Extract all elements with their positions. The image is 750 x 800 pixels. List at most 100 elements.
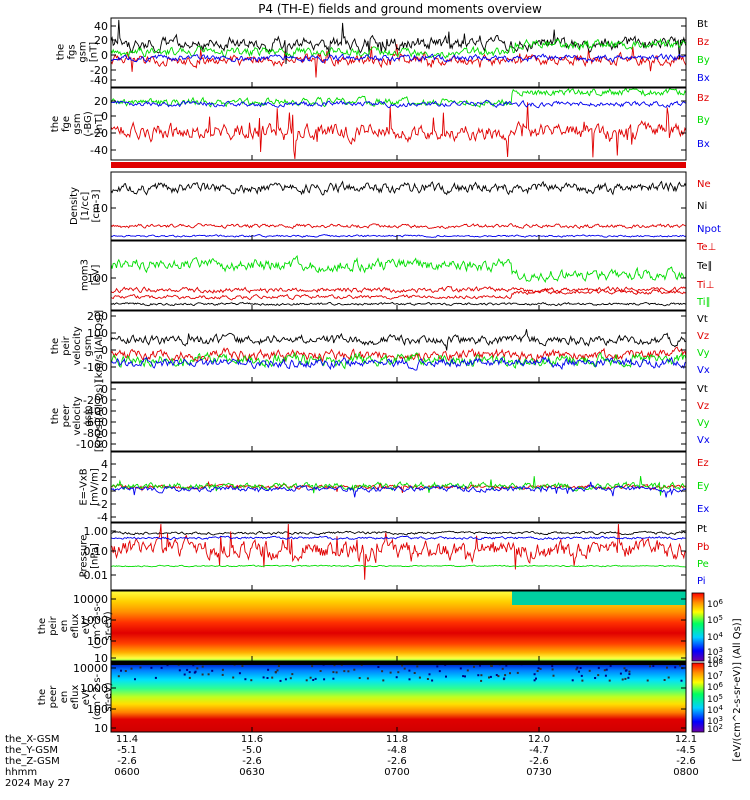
trace-fge-By bbox=[110, 88, 687, 108]
ylabel-line: peir bbox=[48, 615, 59, 635]
peer-en-top-edge bbox=[111, 662, 686, 665]
peer-en-speckle bbox=[139, 666, 142, 669]
peer-en-speckle bbox=[535, 677, 537, 680]
ylabel-line: fgs bbox=[67, 44, 78, 59]
ytick-label: 1000 bbox=[80, 682, 108, 695]
peer-en-speckle bbox=[196, 667, 199, 670]
legend-peir_v-Vy: Vy bbox=[697, 348, 710, 359]
peer-en-speckle bbox=[488, 676, 490, 679]
ytick-label: 10 bbox=[94, 652, 108, 665]
ylabel-line: [cm-3] bbox=[91, 189, 102, 222]
legend-temp-Ti∥: Ti∥ bbox=[696, 297, 711, 308]
ytick-label: 0 bbox=[101, 49, 108, 62]
peir_en-frame bbox=[110, 590, 687, 662]
colorbar-tick-exp: 6 bbox=[718, 598, 723, 606]
peer-en-speckle bbox=[552, 674, 555, 677]
orbit-value: -4.7 bbox=[529, 745, 549, 756]
orbit-value: -5.1 bbox=[117, 745, 137, 756]
legend-density-Ne: Ne bbox=[697, 179, 711, 190]
fge-frame bbox=[110, 87, 687, 161]
legend-efield-Ey: Ey bbox=[697, 481, 709, 492]
colorbar-tick-base: 10 bbox=[707, 656, 719, 666]
ytick-label: 10 bbox=[94, 202, 108, 215]
peer-en-speckle bbox=[477, 674, 480, 677]
ylabel-line: [km/s](All Qs)] bbox=[94, 380, 105, 452]
orbit-value: 12.1 bbox=[675, 734, 697, 745]
ytick-label: 0.10 bbox=[84, 545, 109, 558]
peer-en-speckle bbox=[624, 677, 627, 680]
ylabel-line: velocity bbox=[72, 396, 83, 435]
peer-en-speckle bbox=[403, 667, 406, 670]
trace-density-Ni bbox=[110, 180, 687, 196]
peer-en-speckle bbox=[667, 676, 670, 679]
colorbar-tick-base: 10 bbox=[707, 672, 719, 682]
legend-peer_v-Vy: Vy bbox=[697, 418, 710, 429]
colorbar-tick-exp: 5 bbox=[718, 614, 722, 622]
ylabel-temp: mom3[eV] bbox=[80, 259, 102, 291]
peer-en-speckle bbox=[314, 677, 317, 680]
trace-fgs-Bt bbox=[110, 19, 687, 65]
ylabel-line: gsm bbox=[78, 41, 89, 62]
legend-pressure-Pb: Pb bbox=[697, 542, 709, 553]
peer-en-speckle bbox=[117, 675, 120, 678]
peer-en-speckle bbox=[289, 677, 292, 680]
peer-en-speckle bbox=[244, 678, 247, 681]
peir_v-frame bbox=[110, 310, 687, 383]
peer-en-speckle bbox=[382, 679, 385, 682]
peer-en-speckle bbox=[271, 676, 274, 679]
colorbar-tick-base: 10 bbox=[707, 695, 719, 705]
ytick-label: 20 bbox=[94, 34, 108, 47]
peer-en-speckle bbox=[397, 671, 400, 674]
colorbar-tick-base: 10 bbox=[707, 660, 719, 670]
colorbar-tick-base: 10 bbox=[707, 717, 719, 727]
efield-frame bbox=[110, 451, 687, 523]
colorbar-tick-base: 10 bbox=[707, 616, 719, 626]
ylabel-line: en bbox=[59, 620, 70, 633]
legend-peir_v-Vt: Vt bbox=[697, 314, 708, 325]
peer-en-speckle bbox=[211, 669, 214, 672]
peer-en-speckle bbox=[480, 674, 483, 677]
ylabel-line: peir bbox=[61, 335, 72, 355]
ylabel-line: fge bbox=[61, 116, 72, 132]
colorbar-tick: 102 bbox=[707, 654, 723, 666]
ytick-label: -400 bbox=[83, 405, 108, 418]
peer-en-speckle bbox=[516, 671, 519, 674]
peer-en-speckle bbox=[178, 669, 181, 672]
peer-en-speckle bbox=[312, 679, 315, 681]
colorbar-tick: 106 bbox=[707, 598, 723, 610]
orbit-value: 0800 bbox=[673, 767, 698, 778]
legend-peer_v-Vt: Vt bbox=[697, 384, 708, 395]
peer-en-speckle bbox=[539, 667, 542, 670]
peer-en-speckle bbox=[238, 672, 241, 675]
orbit-value: 12.0 bbox=[528, 734, 550, 745]
panel-peer_en: 10000 1000 100 10 thepeerenefluxeV/(cm^2-s-s… bbox=[37, 661, 687, 735]
orbit-value: 0630 bbox=[239, 767, 264, 778]
panel-peer_v: 0-200-400-600-800-1000thepeervelocitygsm… bbox=[50, 380, 710, 452]
peer-en-speckle bbox=[588, 669, 591, 672]
peer-en-speckle bbox=[646, 679, 649, 682]
peer-en-speckle bbox=[497, 675, 500, 678]
peer-en-speckle bbox=[674, 666, 677, 669]
trace-temp-Ti⊥ bbox=[110, 285, 687, 294]
legend-efield-Ex: Ex bbox=[697, 504, 709, 515]
peer-en-speckle bbox=[124, 670, 127, 672]
peer-en-speckle bbox=[418, 676, 421, 679]
panel-efield: 420-2-4 E=-VxB[mV/m] Ez Ey Ex bbox=[79, 451, 709, 524]
peer-en-speckle bbox=[608, 679, 611, 682]
ytick-label: 10 bbox=[94, 722, 108, 735]
peer-en-speckle bbox=[188, 676, 191, 679]
peer-en-speckle bbox=[551, 668, 554, 671]
peer-en-speckle bbox=[332, 671, 335, 674]
peer-en-speckle bbox=[276, 669, 279, 672]
colorbar-tick-exp: 2 bbox=[718, 654, 722, 662]
legend-pressure-Pt: Pt bbox=[697, 524, 707, 535]
peer-en-speckle bbox=[194, 670, 197, 673]
legend-temp-Te∥: Te∥ bbox=[696, 261, 713, 272]
trace-peir_v-Vy bbox=[110, 351, 687, 370]
ytick-label: 4 bbox=[101, 458, 108, 471]
ylabel-line: the bbox=[56, 44, 67, 60]
ytick-label: 0 bbox=[101, 383, 108, 396]
peer-en-speckle bbox=[503, 677, 506, 680]
peer-en-speckle bbox=[426, 678, 429, 680]
orbit-value: -4.5 bbox=[676, 745, 696, 756]
